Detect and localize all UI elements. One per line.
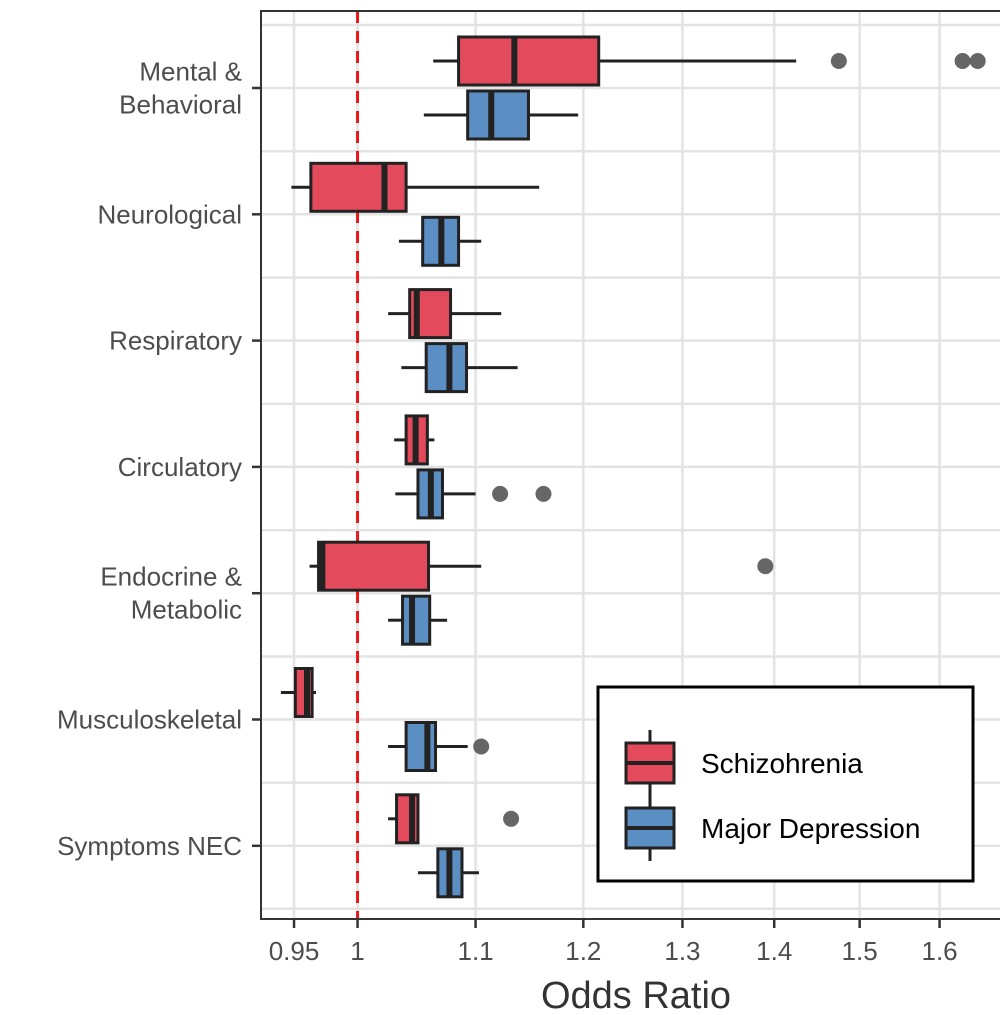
legend-label-schizophrenia: Schizohrenia [701, 748, 863, 779]
x-tick-label: 1.1 [457, 936, 493, 966]
x-tick-label: 0.95 [269, 936, 320, 966]
box-iqr [466, 89, 530, 141]
y-tick-label: Metabolic [131, 595, 242, 625]
box-iqr [401, 594, 432, 646]
y-tick-label: Mental & [139, 57, 242, 87]
legend-key-schizophrenia [624, 730, 676, 796]
outlier-point [503, 810, 520, 827]
x-tick-label: 1.4 [756, 936, 792, 966]
x-tick-label: 1.6 [922, 936, 958, 966]
box-layer [280, 35, 986, 899]
box-schizohrenia-musculoskeletal [280, 667, 316, 718]
y-tick-label: Endocrine & [100, 562, 242, 592]
y-tick-label: Circulatory [118, 452, 242, 482]
box-schizohrenia-respiratory [388, 288, 502, 340]
box-major-depression-neurological [398, 215, 482, 267]
legend-label-major-depression: Major Depression [701, 813, 920, 844]
box-schizohrenia-symptoms-nec [388, 793, 520, 845]
x-tick-label: 1.5 [842, 936, 878, 966]
y-tick-label: Neurological [97, 199, 242, 229]
x-axis-title: Odds Ratio [541, 975, 731, 1015]
legend-key-major-depression [624, 795, 676, 861]
outlier-point [830, 53, 847, 69]
legend: Schizohrenia Major Depression [596, 685, 975, 883]
x-axis: 0.95 1 1.1 1.2 1.3 1.4 1.5 1.6 [269, 919, 958, 966]
box-major-depression-respiratory [401, 342, 518, 394]
box-major-depression-endocrine-and-metabolic [388, 594, 448, 646]
outlier-point [473, 738, 490, 755]
y-tick-label: Musculoskeletal [57, 705, 242, 735]
plot-panel-border [260, 10, 1000, 920]
box-major-depression-symptoms-nec [417, 847, 479, 899]
box-schizohrenia-neurological [291, 161, 540, 213]
y-tick-label: Symptoms NEC [57, 831, 242, 861]
outlier-point [969, 53, 986, 69]
x-tick-label: 1.2 [565, 936, 601, 966]
outlier-point [757, 558, 774, 575]
outlier-point [492, 485, 509, 502]
outlier-point [535, 485, 552, 502]
box-schizohrenia-endocrine-and-metabolic [309, 540, 774, 592]
box-major-depression-mental-and-behavioral [423, 89, 579, 141]
box-iqr [317, 540, 431, 592]
box-iqr [309, 161, 408, 213]
y-axis: Mental &Behavioral Neurological Respirator… [57, 57, 261, 861]
box-iqr [404, 721, 438, 772]
box-schizohrenia-circulatory [394, 414, 435, 466]
box-iqr [424, 342, 469, 394]
box-schizohrenia-mental-and-behavioral [433, 35, 986, 87]
x-tick-label: 1.3 [664, 936, 700, 966]
box-major-depression-circulatory [395, 468, 552, 520]
box-major-depression-musculoskeletal [388, 721, 490, 772]
x-tick-label: 1 [350, 936, 364, 966]
y-tick-label: Respiratory [109, 326, 242, 356]
box-iqr [457, 35, 601, 87]
outlier-point [954, 53, 971, 69]
y-tick-label: Behavioral [119, 90, 242, 120]
